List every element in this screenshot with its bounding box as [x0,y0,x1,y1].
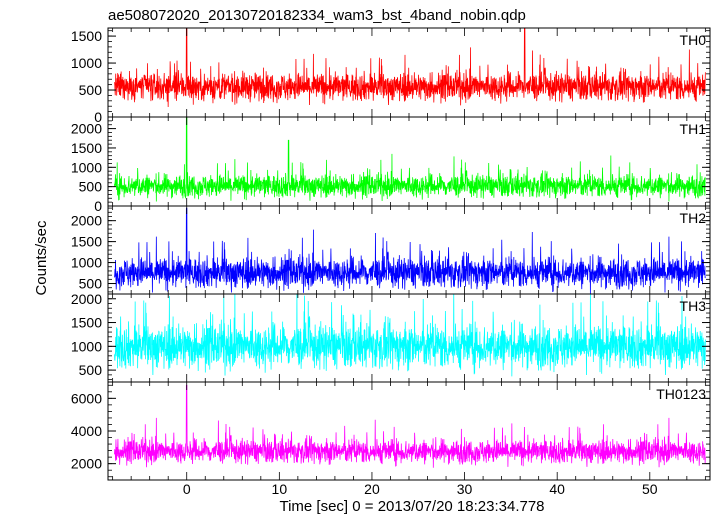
x-tick-label: 10 [272,481,288,497]
panel-label-th0123: TH0123 [656,386,706,402]
y-axis-label: Counts/sec [33,220,50,296]
series-line-th0123 [114,384,706,468]
y-tick-label: 1000 [71,255,102,271]
chart-title: ae508072020_20130720182334_wam3_bst_4ban… [108,7,526,24]
series-line-th2 [114,207,706,294]
x-tick-label: 30 [457,481,473,497]
panel-frame [107,381,711,481]
series-line-th0 [114,28,706,107]
y-tick-label: 0 [94,198,102,214]
panel-label-th1: TH1 [680,121,707,137]
x-tick-label: 0 [183,481,191,497]
y-tick-label: 2000 [71,213,102,229]
y-tick-label: 500 [79,179,103,195]
y-tick-label: 500 [79,82,103,98]
panel-label-th0: TH0 [680,32,707,48]
y-tick-label: 1000 [71,338,102,354]
y-tick-label: 4000 [71,423,102,439]
y-tick-label: 2000 [71,456,102,472]
y-tick-label: 1500 [71,140,102,156]
x-tick-label: 40 [549,481,565,497]
y-tick-label: 0 [94,109,102,125]
y-tick-label: 2000 [71,121,102,137]
panel-th2: 500 1000 1500 2000 TH2 [71,205,711,295]
y-tick-label: 1500 [71,315,102,331]
y-tick-label: 1500 [71,28,102,44]
series-line-th3 [114,294,706,377]
y-tick-label: 1000 [71,159,102,175]
panel-th3: 500 1000 1500 2000 TH3 [71,291,711,383]
y-tick-label: 500 [79,276,103,292]
panel-th1: 0 500 1000 1500 2000 TH1 [71,116,711,214]
x-axis-label: Time [sec] 0 = 2013/07/20 18:23:34.778 [279,498,544,515]
y-tick-label: 1000 [71,55,102,71]
y-tick-label: 1500 [71,234,102,250]
y-tick-label: 2000 [71,291,102,307]
panel-label-th3: TH3 [680,298,707,314]
x-tick-labels: 0 10 20 30 40 50 [183,481,658,497]
panels-group: 0 500 1000 1500 TH0 0 500 1000 1500 2000 TH1 500 100… [71,27,711,481]
panel-label-th2: TH2 [680,210,707,226]
series-line-th1 [114,117,706,202]
y-tick-label: 500 [79,362,103,378]
y-tick-label: 6000 [71,390,102,406]
panel-th0123: 2000 4000 6000 TH0123 [71,381,711,481]
x-tick-label: 20 [364,481,380,497]
x-tick-label: 50 [642,481,658,497]
panel-th0: 0 500 1000 1500 TH0 [71,27,711,125]
